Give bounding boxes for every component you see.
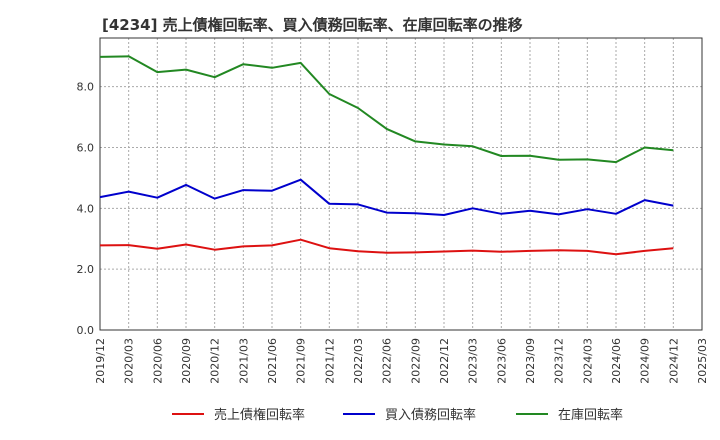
x-tick-label: 2020/09 — [180, 338, 193, 384]
y-tick-label: 4.0 — [77, 202, 95, 215]
grid-layer — [99, 38, 703, 331]
x-tick-label: 2022/03 — [352, 338, 365, 384]
x-tick-label: 2024/09 — [639, 338, 652, 384]
legend: 売上債権回転率 買入債務回転率 在庫回転率 — [172, 407, 623, 423]
legend-label: 在庫回転率 — [558, 407, 623, 423]
series-line-2 — [99, 178, 674, 216]
x-tick-label: 2020/06 — [151, 338, 164, 384]
x-tick-label: 2022/12 — [438, 338, 451, 384]
y-tick-label: 6.0 — [77, 142, 95, 155]
chart-title: [4234] 売上債権回転率、買入債務回転率、在庫回転率の推移 — [102, 16, 523, 34]
x-tick-label: 2022/06 — [381, 338, 394, 384]
y-tick-label: 0.0 — [77, 324, 95, 337]
x-tick-label: 2023/09 — [524, 338, 537, 384]
x-tick-label: 2022/09 — [409, 338, 422, 384]
legend-label: 売上債権回転率 — [214, 407, 305, 423]
x-tick-label: 2021/06 — [266, 338, 279, 384]
x-tick-label: 2024/12 — [667, 338, 680, 384]
x-tick-label: 2025/03 — [696, 338, 709, 384]
x-tick-label: 2021/12 — [323, 338, 336, 384]
x-tick-label: 2023/12 — [553, 338, 566, 384]
x-tick-label: 2023/06 — [495, 338, 508, 384]
x-tick-label: 2023/03 — [467, 338, 480, 384]
series-layer — [99, 55, 674, 256]
plot-frame — [99, 37, 703, 331]
x-tick-label: 2024/03 — [581, 338, 594, 384]
x-tick-label: 2021/03 — [237, 338, 250, 384]
axis-layer: 2019/12 2020/03 2020/06 2020/09 2020/12 2021/… — [77, 37, 709, 384]
x-tick-label: 2020/03 — [123, 338, 136, 384]
series-line-1 — [99, 238, 674, 256]
x-tick-label: 2024/06 — [610, 338, 623, 384]
x-tick-label: 2021/09 — [295, 338, 308, 384]
legend-label: 買入債務回転率 — [385, 407, 476, 423]
x-tick-label: 2019/12 — [94, 338, 107, 384]
series-line-3 — [99, 55, 674, 164]
y-tick-label: 2.0 — [77, 263, 95, 276]
x-tick-label: 2020/12 — [209, 338, 222, 384]
y-tick-label: 8.0 — [77, 81, 95, 94]
